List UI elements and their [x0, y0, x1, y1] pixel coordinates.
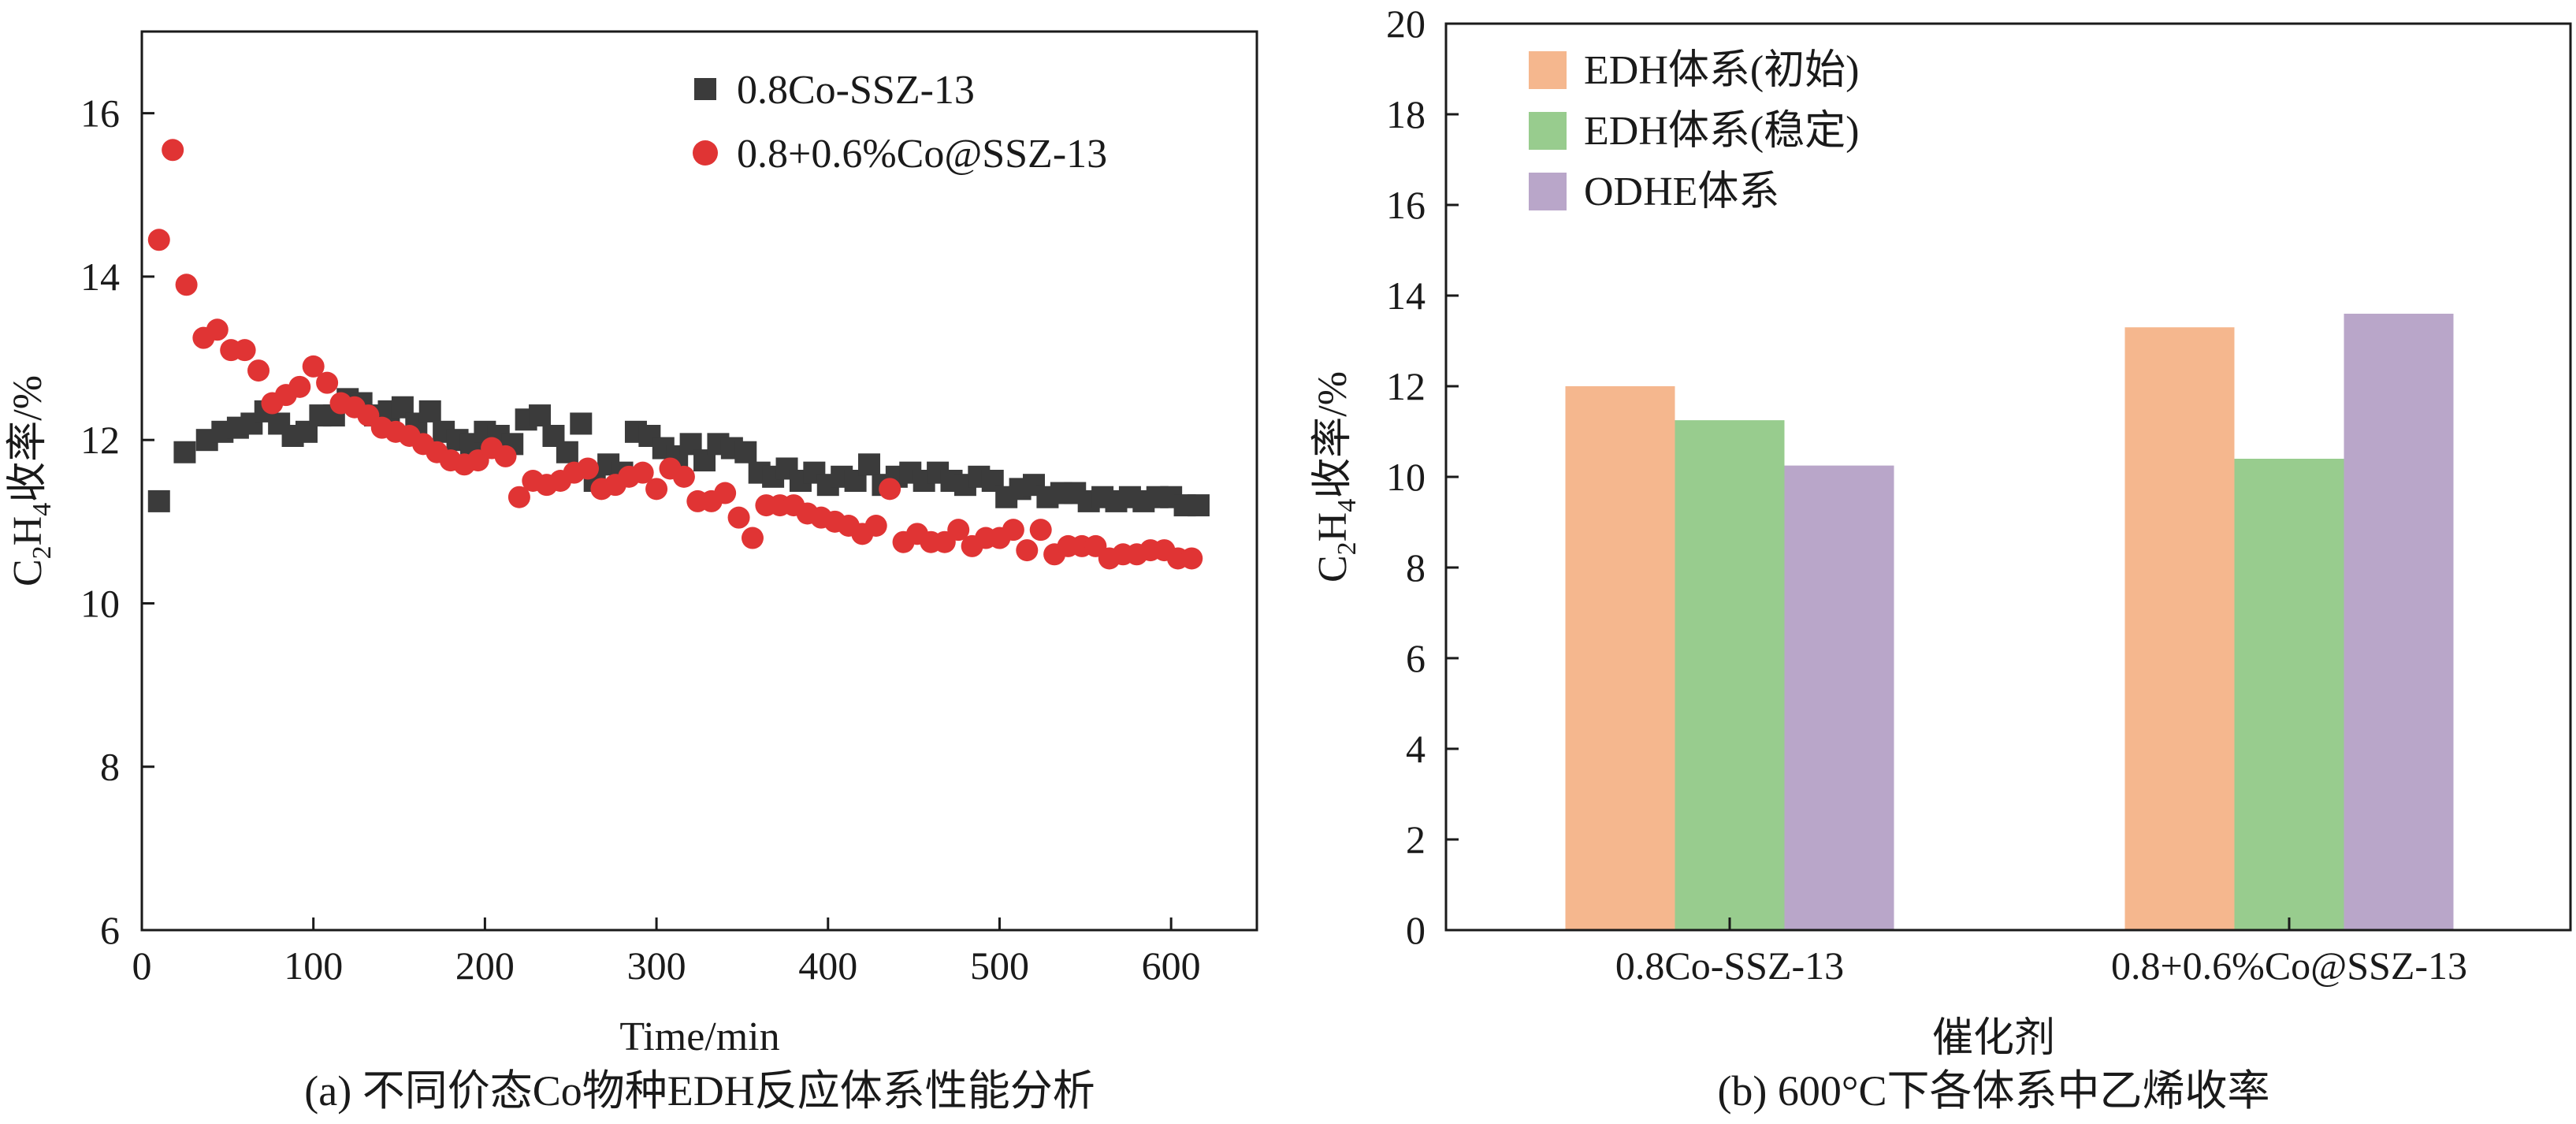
point-0.8-0.6co-ssz-13-62: [1002, 519, 1024, 542]
point-0.8-0.6co-ssz-13-52: [864, 515, 887, 537]
panel-a-x-tick-label: 0: [132, 943, 152, 988]
bar-edh-stable-cat0: [1675, 420, 1785, 930]
panel-a-x-tick-label: 600: [1142, 943, 1201, 988]
legend-label-odhe: ODHE体系: [1584, 169, 1779, 214]
panel-b-y-tick-label: 16: [1386, 183, 1426, 227]
point-0.8-0.6co-ssz-13-1: [162, 139, 184, 162]
bar-edh-initial-cat0: [1565, 386, 1675, 930]
panel-b-y-tick-label: 12: [1386, 364, 1426, 408]
panel-a-x-axis-title: Time/min: [619, 1014, 779, 1059]
panel-b-category-label: 0.8Co-SSZ-13: [1615, 943, 1844, 988]
panel-b-y-tick-label: 10: [1386, 455, 1426, 499]
point-0.8-0.6co-ssz-13-63: [1016, 539, 1039, 562]
point-0.8-0.6co-ssz-13-58: [947, 519, 970, 542]
panel-a-x-tick-label: 100: [284, 943, 343, 988]
point-0.8-0.6co-ssz-13-41: [714, 482, 737, 504]
panel-a-scatter-chart: 0 100 200 300 400 500 600 6 8 10 12 14 16 0.8Co-SSZ-…: [6, 30, 1258, 1115]
point-0.8-0.6co-ssz-13-11: [302, 355, 325, 378]
legend-label-0.8co-ssz-13: 0.8Co-SSZ-13: [737, 68, 975, 113]
point-0.8co-ssz-13-26: [529, 404, 552, 427]
point-0.8-0.6co-ssz-13-6: [233, 339, 256, 362]
point-0.8-0.6co-ssz-13-12: [316, 371, 339, 394]
legend-label-edh-initial: EDH体系(初始): [1584, 48, 1860, 93]
panel-b-ticks: 0 2 4 6 8 10 12 14 16 18 20 0.8Co-SSZ-13 0.8+0.6%Co@…: [1386, 2, 2467, 988]
point-0.8-0.6co-ssz-13-0: [147, 229, 170, 251]
point-0.8-0.6co-ssz-13-36: [645, 478, 668, 501]
legend-swatch-edh-initial: [1529, 51, 1567, 89]
panel-a-y-tick-label: 14: [80, 255, 120, 299]
point-0.8-0.6co-ssz-13-4: [206, 318, 229, 341]
bar-edh-stable-cat1: [2234, 459, 2344, 930]
panel-b-bar-chart: 0 2 4 6 8 10 12 14 16 18 20 0.8Co-SSZ-13 0.8+0.6%Co@…: [1310, 2, 2572, 1115]
panel-b-caption: (b) 600°C下各体系中乙烯收率: [1717, 1067, 2269, 1115]
point-0.8-0.6co-ssz-13-10: [288, 375, 311, 398]
point-0.8co-ssz-13-18: [418, 400, 441, 422]
panel-a-x-tick-label: 200: [455, 943, 515, 988]
panel-b-y-tick-label: 2: [1406, 817, 1426, 862]
panel-a-x-tick-label: 400: [798, 943, 857, 988]
panel-a-y-tick-label: 12: [80, 418, 120, 462]
panel-b-category-label: 0.8+0.6%Co@SSZ-13: [2111, 943, 2467, 988]
legend-label-edh-stable: EDH体系(稳定): [1584, 109, 1860, 154]
bar-odhe-cat0: [1784, 465, 1894, 930]
panel-a-ticks: 0 100 200 300 400 500 600 6 8 10 12 14 16: [80, 91, 1201, 988]
panel-a-y-tick-label: 8: [100, 745, 120, 789]
panel-a-data-points: [147, 139, 1210, 570]
point-0.8-0.6co-ssz-13-53: [879, 478, 901, 501]
bar-odhe-cat1: [2344, 314, 2454, 930]
point-0.8-0.6co-ssz-13-35: [631, 461, 654, 484]
panel-a-caption: (a) 不同价态Co物种EDH反应体系性能分析: [304, 1067, 1095, 1115]
panel-b-y-tick-label: 0: [1406, 908, 1426, 952]
point-0.8co-ssz-13-74: [1187, 494, 1210, 517]
panel-a-y-axis-title: C2H4收率/%: [6, 375, 57, 586]
panel-b-y-tick-label: 20: [1386, 2, 1426, 46]
point-0.8-0.6co-ssz-13-26: [507, 486, 530, 508]
panel-a-x-tick-label: 500: [970, 943, 1029, 988]
point-0.8co-ssz-13-29: [570, 412, 593, 435]
point-0.8-0.6co-ssz-13-42: [727, 506, 750, 529]
point-0.8co-ssz-13-0: [147, 489, 170, 512]
point-0.8-0.6co-ssz-13-43: [741, 527, 764, 549]
legend-marker-0.8co-ssz-13: [694, 78, 716, 100]
panel-b-bars: [1565, 314, 2454, 930]
panel-a-x-tick-label: 300: [627, 943, 686, 988]
point-0.8-0.6co-ssz-13-31: [577, 457, 599, 480]
legend-label-0.8-0.6co-ssz-13: 0.8+0.6%Co@SSZ-13: [737, 132, 1107, 177]
panel-b-y-tick-label: 6: [1406, 636, 1426, 680]
point-0.8co-ssz-13-50: [858, 453, 881, 476]
panel-b-y-axis-title: C2H4收率/%: [1310, 371, 1362, 582]
panel-a-plot-frame: [140, 30, 1258, 932]
panel-b-x-axis-title: 催化剂: [1932, 1016, 2055, 1061]
point-0.8-0.6co-ssz-13-25: [494, 445, 517, 467]
panel-a-y-tick-label: 16: [80, 91, 120, 136]
point-0.8-0.6co-ssz-13-38: [672, 465, 695, 488]
bar-edh-initial-cat1: [2124, 327, 2235, 930]
legend-swatch-odhe: [1529, 173, 1567, 210]
panel-a-y-tick-label: 6: [100, 908, 120, 952]
point-0.8co-ssz-13-1: [173, 441, 196, 463]
point-0.8-0.6co-ssz-13-64: [1029, 519, 1052, 542]
legend-swatch-edh-stable: [1529, 112, 1567, 150]
panel-a-y-tick-label: 10: [80, 581, 120, 625]
point-0.8-0.6co-ssz-13-75: [1180, 547, 1203, 570]
point-0.8-0.6co-ssz-13-7: [247, 359, 270, 382]
panel-b-y-tick-label: 18: [1386, 92, 1426, 136]
panel-b-y-tick-label: 4: [1406, 727, 1426, 771]
legend-marker-0.8-0.6co-ssz-13: [693, 140, 718, 166]
svg-text:C2H4收率/%: C2H4收率/%: [1310, 371, 1362, 582]
point-0.8co-ssz-13-28: [556, 441, 578, 463]
panel-b-y-tick-label: 14: [1386, 274, 1426, 318]
point-0.8co-ssz-13-41: [734, 441, 757, 463]
svg-text:C2H4收率/%: C2H4收率/%: [6, 375, 57, 586]
point-0.8-0.6co-ssz-13-2: [175, 274, 198, 296]
panel-b-y-tick-label: 8: [1406, 545, 1426, 590]
